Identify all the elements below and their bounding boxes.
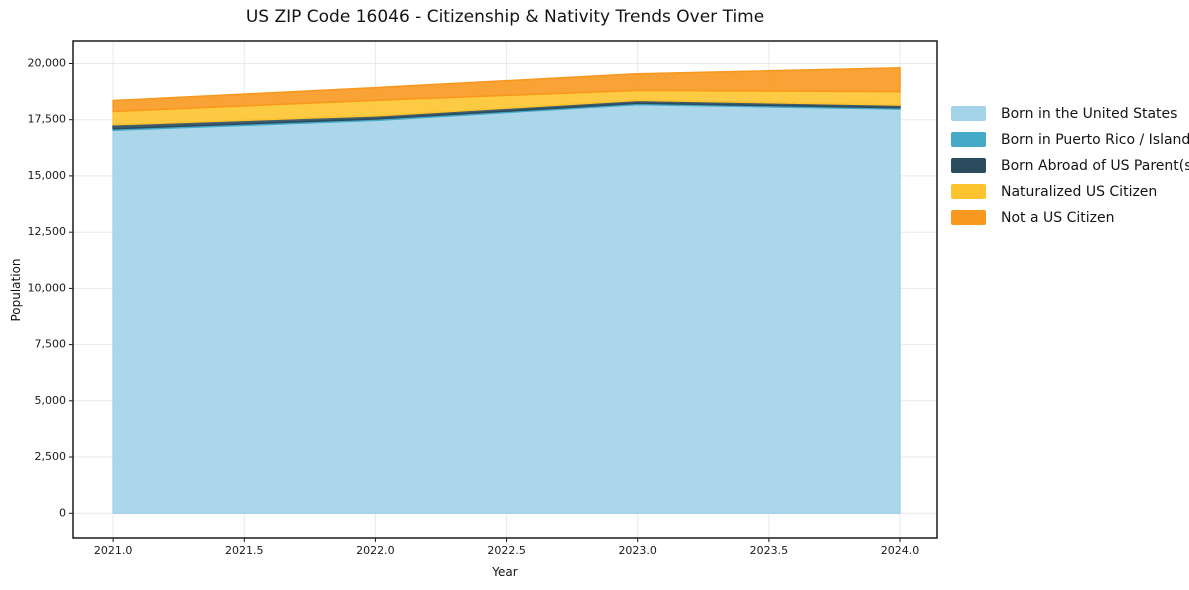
legend-entry: Naturalized US Citizen	[951, 183, 1189, 200]
legend-label: Naturalized US Citizen	[1001, 183, 1158, 200]
legend-label: Born in Puerto Rico / Islands	[1001, 131, 1189, 148]
ytick-label: 20,000	[28, 57, 67, 70]
ytick-label: 5,000	[35, 394, 67, 407]
xtick-label: 2022.0	[356, 544, 395, 557]
legend-swatch	[951, 158, 986, 173]
ytick-label: 12,500	[28, 225, 67, 238]
legend-entry: Born in Puerto Rico / Islands	[951, 131, 1189, 148]
xtick-label: 2021.5	[225, 544, 264, 557]
legend-entry: Not a US Citizen	[951, 209, 1189, 226]
legend-swatch	[951, 132, 986, 147]
xtick-label: 2023.5	[750, 544, 789, 557]
legend-swatch	[951, 106, 986, 121]
xtick-label: 2023.0	[618, 544, 657, 557]
y-axis-label: Population	[9, 258, 23, 322]
ytick-label: 2,500	[35, 450, 67, 463]
legend-swatch	[951, 184, 986, 199]
x-axis-label: Year	[492, 565, 518, 579]
ytick-label: 10,000	[28, 281, 67, 294]
ytick-label: 15,000	[28, 169, 67, 182]
area-not-a-us-citizen	[112, 67, 901, 113]
area-born-in-the-united-states	[112, 103, 901, 515]
legend-label: Not a US Citizen	[1001, 209, 1115, 226]
ytick-label: 7,500	[35, 338, 67, 351]
xtick-label: 2022.5	[487, 544, 526, 557]
xtick-label: 2024.0	[881, 544, 920, 557]
legend-swatch	[951, 210, 986, 225]
legend-entry: Born Abroad of US Parent(s)	[951, 157, 1189, 174]
ytick-label: 0	[59, 506, 66, 519]
legend: Born in the United States Born in Puerto …	[951, 106, 1189, 236]
legend-label: Born Abroad of US Parent(s)	[1001, 157, 1189, 174]
ytick-label: 17,500	[28, 113, 67, 126]
plot-frame	[72, 40, 938, 539]
legend-label: Born in the United States	[1001, 105, 1178, 122]
legend-entry: Born in the United States	[951, 105, 1189, 122]
chart-title: US ZIP Code 16046 - Citizenship & Nativi…	[245, 7, 765, 27]
xtick-label: 2021.0	[94, 544, 133, 557]
